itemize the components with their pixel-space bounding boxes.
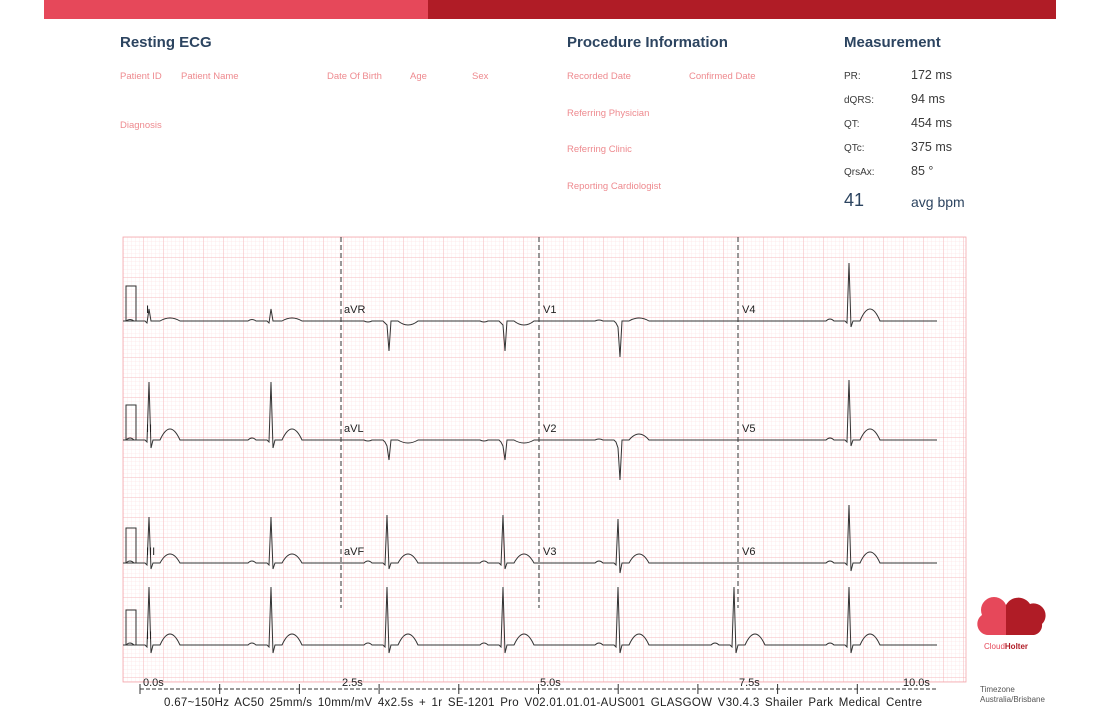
logo-text-cloud: Cloud <box>984 642 1005 651</box>
ecg-trace-i <box>124 308 340 325</box>
timezone: Timezone Australia/Brisbane <box>980 685 1045 705</box>
ecg-trace-v1 <box>539 317 738 358</box>
lead-label-v4: V4 <box>742 304 755 316</box>
lead-label-v3: V3 <box>543 546 556 558</box>
ecg-trace-v5 <box>738 379 937 447</box>
time-tick-label: 2.5s <box>342 677 363 689</box>
time-tick-label: 0.0s <box>143 677 164 689</box>
lead-label-v5: V5 <box>742 423 755 435</box>
ecg-trace-avr <box>340 320 539 352</box>
lead-label-avl: aVL <box>344 423 364 435</box>
time-tick-label: 5.0s <box>540 677 561 689</box>
lead-label-iii: III <box>146 546 155 558</box>
calibration-pulse <box>123 404 140 441</box>
lead-label-rhythm-ii: II <box>146 630 152 642</box>
referring-clinic-label: Referring Clinic <box>567 144 632 155</box>
qrsax-label: QrsAx: <box>844 167 875 178</box>
ecg-trace-v6 <box>738 504 937 572</box>
lead-separators <box>340 237 739 608</box>
ecg-trace-v3 <box>539 518 738 574</box>
patient-name-label: Patient Name <box>181 71 239 82</box>
qtc-value: 375 ms <box>911 140 952 154</box>
resting-ecg-heading: Resting ECG <box>120 34 212 51</box>
ecg-trace-avf <box>340 514 539 570</box>
pr-value: 172 ms <box>911 68 952 82</box>
calibration-pulse <box>123 285 140 322</box>
ecg-trace-v4 <box>738 262 937 328</box>
lead-label-avr: aVR <box>344 304 365 316</box>
patient-id-label: Patient ID <box>120 71 162 82</box>
qt-label: QT: <box>844 119 860 130</box>
ecg-grid-major <box>122 236 967 683</box>
lead-label-v2: V2 <box>543 423 556 435</box>
ecg-trace-ii <box>124 381 340 449</box>
procedure-information-heading: Procedure Information <box>567 34 728 51</box>
calibration-pulse <box>123 609 140 646</box>
time-tick-label: 10.0s <box>903 677 930 689</box>
age-label: Age <box>410 71 427 82</box>
heart-rate-value: 41 <box>844 190 865 210</box>
lead-label-v6: V6 <box>742 546 755 558</box>
qrsax-value: 85 ° <box>911 164 934 178</box>
timezone-label: Timezone <box>980 685 1015 694</box>
referring-physician-label: Referring Physician <box>567 108 650 119</box>
time-tick-label: 7.5s <box>739 677 760 689</box>
cloudholter-logo: CloudHolter <box>972 590 1052 660</box>
logo-text-holter: Holter <box>1004 642 1029 651</box>
confirmed-date-label: Confirmed Date <box>689 71 756 82</box>
lead-label-avf: aVF <box>344 546 364 558</box>
time-axis: 0.0s 2.5s 5.0s 7.5s 10.0s <box>139 677 937 694</box>
dqrs-label: dQRS: <box>844 95 875 106</box>
reporting-cardiologist-label: Reporting Cardiologist <box>567 181 661 192</box>
qt-value: 454 ms <box>911 116 952 130</box>
header-bar-left <box>44 0 428 19</box>
recorded-date-label: Recorded Date <box>567 71 631 82</box>
heart-rate-unit: avg bpm <box>911 194 965 210</box>
cloud-icon <box>977 597 1046 635</box>
header-bar-right <box>428 0 1056 19</box>
lead-label-v1: V1 <box>543 304 556 316</box>
sex-label: Sex <box>472 71 489 82</box>
timezone-value: Australia/Brisbane <box>980 695 1045 704</box>
ecg-trace-v2 <box>539 433 738 481</box>
pr-label: PR: <box>844 71 861 82</box>
measurement-heading: Measurement <box>844 34 941 51</box>
lead-label-i: I <box>146 304 149 316</box>
lead-label-ii: II <box>146 423 152 435</box>
qtc-label: QTc: <box>844 143 865 154</box>
diagnosis-label: Diagnosis <box>120 120 162 131</box>
ecg-trace-iii <box>124 516 340 570</box>
date-of-birth-label: Date Of Birth <box>327 71 382 82</box>
ecg-traces <box>123 262 937 654</box>
ecg-trace-avl <box>340 439 539 461</box>
ecg-trace-rhythm-ii <box>124 586 937 654</box>
dqrs-value: 94 ms <box>911 92 946 106</box>
recording-settings-footer: 0.67~150Hz AC50 25mm/s 10mm/mV 4x2.5s + … <box>164 697 923 709</box>
calibration-pulse <box>123 527 140 564</box>
